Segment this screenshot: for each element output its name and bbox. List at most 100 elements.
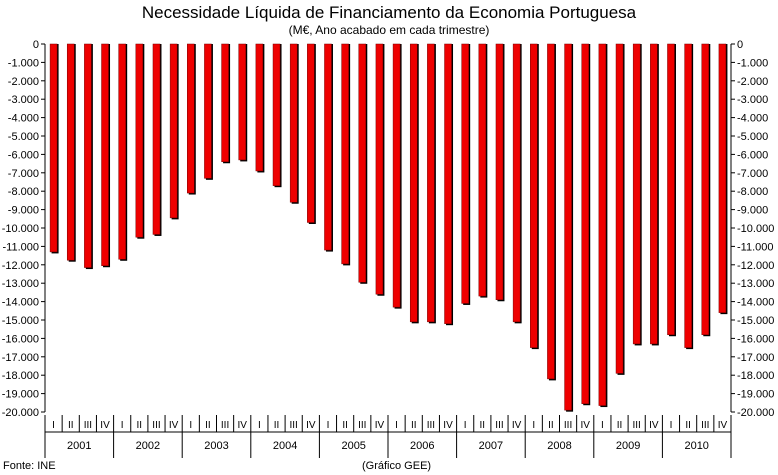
bar bbox=[324, 43, 332, 251]
bar bbox=[358, 43, 367, 283]
y-tick-label-right: -3.000 bbox=[737, 94, 768, 106]
bar bbox=[272, 43, 281, 186]
y-tick-label-right: -7.000 bbox=[737, 168, 768, 180]
bar bbox=[118, 43, 126, 260]
y-tick-label-left: -2.000 bbox=[8, 76, 39, 88]
y-tick-label-right: -18.000 bbox=[737, 370, 774, 382]
bars bbox=[49, 43, 728, 412]
y-tick-label-left: -8.000 bbox=[8, 186, 39, 198]
bar bbox=[512, 43, 521, 323]
bar bbox=[632, 43, 641, 345]
bar bbox=[495, 43, 504, 301]
bar bbox=[221, 43, 229, 163]
y-tick-label-right: -5.000 bbox=[737, 131, 768, 143]
quarter-label: III bbox=[564, 420, 572, 431]
y-tick-label-right: -9.000 bbox=[737, 205, 768, 217]
y-tick-label-left: -11.000 bbox=[3, 241, 40, 253]
bar bbox=[289, 43, 298, 203]
bar bbox=[169, 43, 178, 219]
y-tick-label-left: -6.000 bbox=[8, 149, 39, 161]
quarter-label: I bbox=[189, 420, 192, 431]
chart-title: Necessidade Líquida de Financiamento da … bbox=[141, 3, 637, 22]
quarter-label: II bbox=[411, 420, 417, 431]
quarter-label: I bbox=[52, 420, 55, 431]
quarter-label: IV bbox=[169, 420, 179, 431]
bar bbox=[478, 43, 487, 297]
quarter-label: III bbox=[290, 420, 298, 431]
y-tick-label-left: -1.000 bbox=[8, 57, 39, 69]
quarter-label: II bbox=[342, 420, 348, 431]
quarter-label: III bbox=[427, 420, 435, 431]
bar bbox=[615, 43, 624, 374]
bar bbox=[427, 43, 435, 323]
quarter-label: II bbox=[617, 420, 623, 431]
y-axis-right: 0 -1.000 -2.000 -3.000 -4.000 -5.000 -6.000 -7.… bbox=[730, 39, 774, 419]
quarter-label: II bbox=[274, 420, 280, 431]
year-label: 2003 bbox=[204, 440, 228, 452]
quarter-label: IV bbox=[100, 420, 110, 431]
quarter-label: II bbox=[137, 420, 143, 431]
bar bbox=[135, 43, 144, 238]
y-axis-left: 0 -1.000 -2.000 -3.000 -4.000 -5.000 -6.000 -7.… bbox=[2, 39, 46, 419]
year-label: 2010 bbox=[684, 440, 708, 452]
year-label: 2004 bbox=[273, 440, 297, 452]
y-tick-label-right: -8.000 bbox=[737, 186, 768, 198]
y-tick-label-right: -20.000 bbox=[737, 407, 774, 419]
quarter-label: IV bbox=[718, 420, 728, 431]
year-label: 2002 bbox=[136, 440, 160, 452]
quarter-label: III bbox=[358, 420, 366, 431]
y-tick-label-left: -13.000 bbox=[2, 278, 39, 290]
x-axis: I II III IV I II III IV I II III IV I II III IV I II III IV… bbox=[44, 415, 732, 458]
year-label: 2008 bbox=[547, 440, 571, 452]
y-tick-label-left: -12.000 bbox=[2, 260, 39, 272]
bar bbox=[718, 43, 727, 313]
quarter-label: III bbox=[495, 420, 503, 431]
bar bbox=[650, 43, 658, 345]
bar bbox=[375, 43, 384, 295]
y-tick-label-right: -17.000 bbox=[737, 352, 774, 364]
bar bbox=[341, 43, 349, 265]
quarter-label: II bbox=[205, 420, 211, 431]
quarter-label: I bbox=[464, 420, 467, 431]
y-tick-label-left: 0 bbox=[33, 39, 39, 51]
quarter-label: I bbox=[601, 420, 604, 431]
bar bbox=[238, 43, 246, 161]
bar bbox=[307, 43, 315, 223]
bar bbox=[409, 43, 418, 323]
bar bbox=[547, 43, 555, 380]
y-tick-label-left: -19.000 bbox=[2, 389, 39, 401]
y-tick-label-right: -12.000 bbox=[737, 260, 774, 272]
y-tick-label-left: -3.000 bbox=[8, 94, 39, 106]
quarter-label: IV bbox=[237, 420, 247, 431]
y-tick-label-right: -10.000 bbox=[737, 223, 774, 235]
quarter-label: II bbox=[480, 420, 486, 431]
bar bbox=[49, 43, 58, 253]
y-tick-label-left: -17.000 bbox=[2, 352, 39, 364]
bar bbox=[392, 43, 401, 308]
quarter-label: IV bbox=[443, 420, 453, 431]
bar bbox=[255, 43, 264, 172]
quarter-label: I bbox=[532, 420, 535, 431]
quarter-label: II bbox=[548, 420, 554, 431]
bar bbox=[461, 43, 469, 304]
quarter-label: I bbox=[395, 420, 398, 431]
quarter-label: IV bbox=[375, 420, 385, 431]
y-tick-label-left: -9.000 bbox=[8, 205, 39, 217]
bar bbox=[667, 43, 675, 335]
y-tick-label-left: -14.000 bbox=[2, 297, 39, 309]
y-tick-label-right: -19.000 bbox=[737, 389, 774, 401]
bar bbox=[598, 43, 607, 406]
year-label: 2009 bbox=[616, 440, 640, 452]
quarter-label: III bbox=[152, 420, 160, 431]
bar bbox=[204, 43, 212, 179]
quarter-label: IV bbox=[512, 420, 522, 431]
y-tick-label-right: -16.000 bbox=[737, 333, 774, 345]
quarter-label: I bbox=[121, 420, 124, 431]
quarter-label: I bbox=[670, 420, 673, 431]
quarter-label: III bbox=[701, 420, 709, 431]
y-tick-label-right: 0 bbox=[737, 39, 743, 51]
y-tick-label-right: -6.000 bbox=[737, 149, 768, 161]
bar bbox=[684, 43, 692, 348]
bar bbox=[101, 43, 109, 266]
